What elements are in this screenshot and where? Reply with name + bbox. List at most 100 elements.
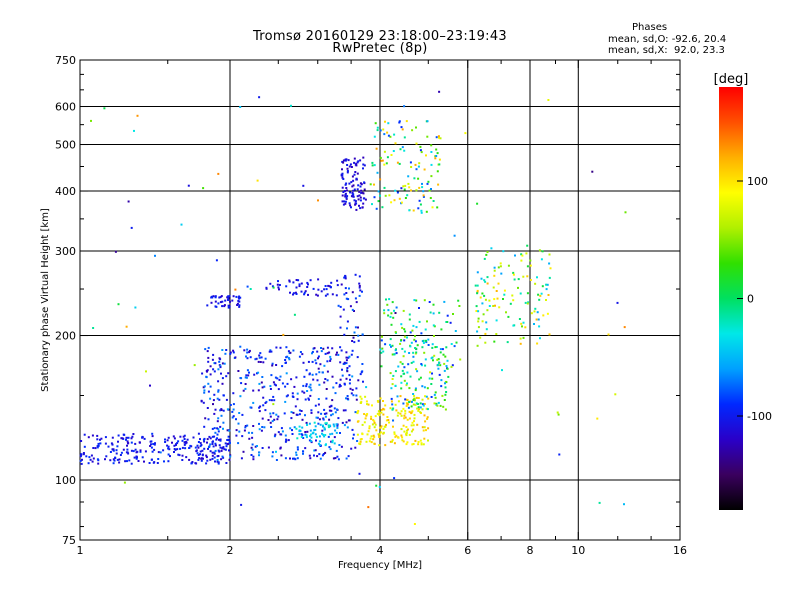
data-point (99, 438, 101, 441)
data-point (401, 128, 404, 131)
data-point (220, 295, 223, 298)
data-point (179, 447, 182, 450)
data-point (355, 208, 358, 211)
data-point (136, 114, 139, 117)
data-point (251, 448, 254, 451)
data-point (212, 403, 214, 406)
y-axis-label: Stationary phase Virtual Height [km] (40, 208, 51, 392)
data-point (99, 442, 102, 445)
data-point (218, 444, 221, 447)
data-point (243, 429, 246, 432)
data-point (205, 375, 208, 378)
data-point (311, 373, 314, 376)
data-point (79, 459, 82, 462)
data-point (425, 395, 428, 398)
data-point (392, 407, 395, 410)
data-point (336, 423, 339, 426)
data-point (273, 418, 276, 421)
data-point (351, 349, 354, 352)
data-point (298, 425, 301, 428)
data-point (476, 292, 479, 295)
data-point (364, 198, 367, 201)
data-point (345, 359, 348, 362)
data-point (328, 424, 331, 427)
data-point (325, 288, 328, 291)
data-point (315, 435, 318, 438)
data-point (326, 379, 329, 382)
data-point (387, 134, 390, 137)
data-point (221, 305, 224, 308)
data-point (401, 439, 404, 442)
data-point (410, 405, 413, 408)
data-point (244, 426, 247, 429)
data-point (153, 443, 156, 446)
data-point (275, 450, 277, 453)
data-point (357, 326, 359, 329)
data-point (355, 164, 358, 167)
data-point (270, 374, 273, 377)
data-point (259, 352, 262, 355)
data-point (295, 454, 298, 456)
data-point (338, 444, 341, 446)
data-point (286, 382, 289, 385)
data-point (306, 423, 309, 426)
data-point (438, 163, 441, 166)
data-point (310, 411, 313, 414)
data-point (355, 202, 358, 205)
data-point (346, 167, 349, 170)
data-point (382, 128, 385, 131)
data-point (513, 278, 516, 281)
data-point (111, 443, 114, 446)
data-point (228, 429, 231, 432)
data-point (412, 424, 415, 427)
data-point (246, 348, 249, 351)
data-point (341, 200, 344, 203)
data-point (412, 355, 415, 358)
data-point (388, 194, 391, 197)
data-point (361, 363, 364, 365)
data-point (475, 310, 478, 312)
data-point (317, 357, 319, 360)
data-point (166, 444, 169, 447)
data-point (432, 200, 435, 202)
data-point (224, 352, 227, 355)
data-point (373, 426, 376, 429)
data-point (358, 194, 361, 197)
data-point (393, 442, 396, 445)
data-point (394, 435, 397, 438)
data-point (211, 427, 214, 430)
data-point (482, 313, 485, 316)
data-point (159, 451, 162, 454)
data-point (430, 383, 433, 385)
data-point (432, 303, 435, 306)
data-point (417, 441, 420, 443)
data-point (519, 337, 522, 340)
data-point (464, 132, 467, 135)
data-point (313, 449, 316, 452)
data-point (313, 347, 316, 350)
data-point (291, 433, 294, 435)
data-point (382, 350, 385, 353)
data-point (216, 459, 219, 461)
data-point (269, 388, 272, 390)
data-point (284, 434, 287, 437)
data-point (197, 441, 200, 443)
data-point (430, 357, 433, 360)
data-point (325, 397, 328, 400)
data-point (363, 164, 366, 167)
data-point (298, 430, 301, 433)
x-tick-label: 10 (571, 544, 585, 557)
data-point (431, 346, 434, 349)
data-point (214, 300, 217, 303)
data-point (401, 436, 404, 439)
data-point (518, 318, 521, 320)
data-point (352, 195, 355, 198)
data-point (400, 414, 403, 417)
data-point (118, 461, 121, 464)
data-point (209, 397, 212, 400)
data-point (320, 347, 322, 349)
data-point (263, 426, 266, 429)
data-point (200, 400, 203, 403)
data-point (296, 398, 299, 401)
